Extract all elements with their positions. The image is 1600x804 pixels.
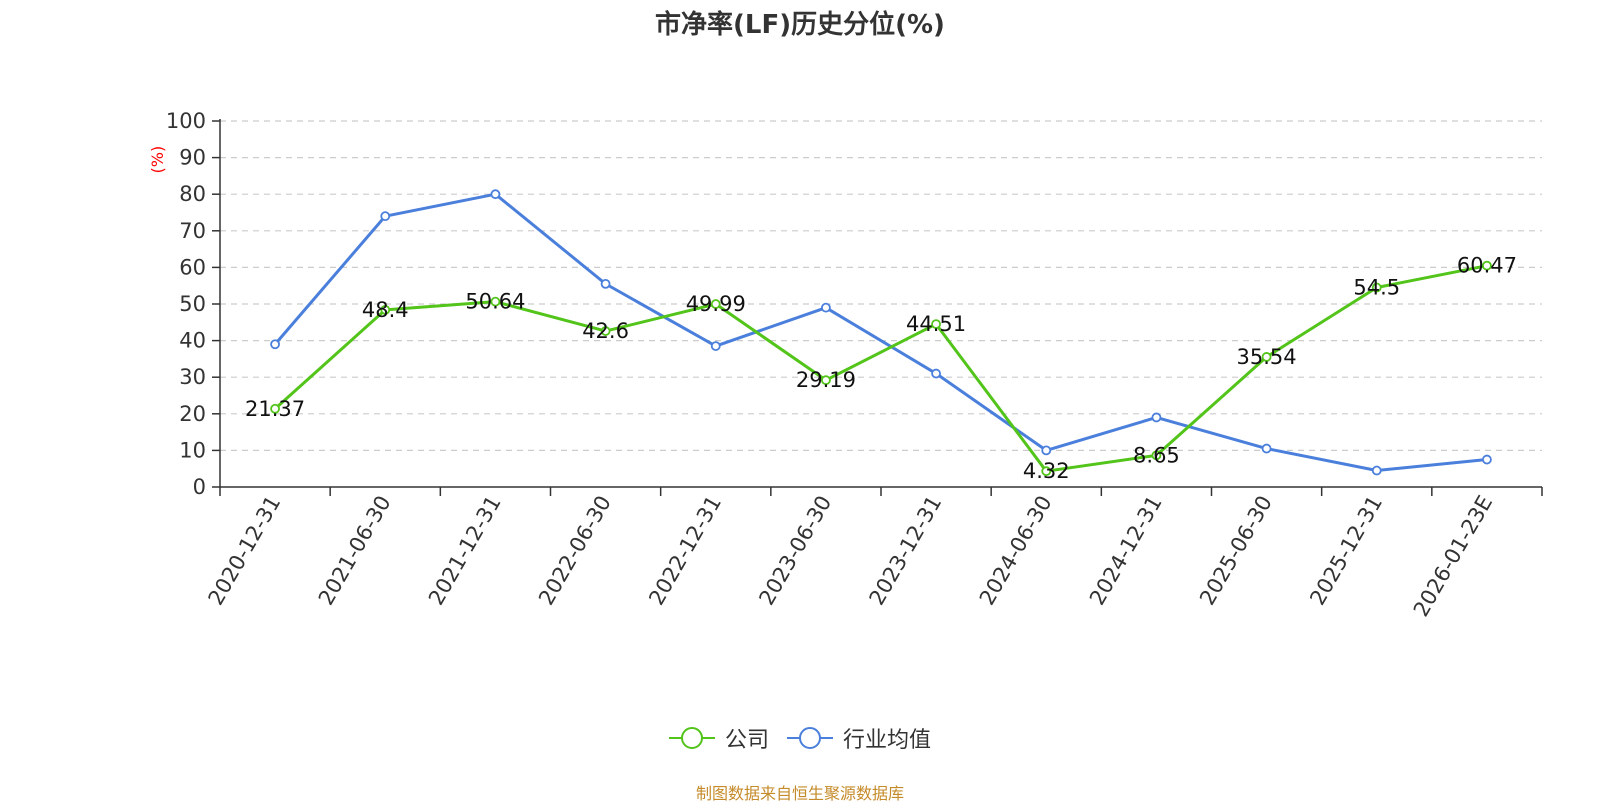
data-label: 50.64 (465, 290, 525, 314)
series-company-point (600, 326, 611, 336)
legend-company-label: 公司 (724, 728, 769, 753)
x-tick-label: 2021-12-31 (424, 491, 506, 609)
y-tick-label: 90 (179, 146, 206, 170)
data-label: 8.65 (1133, 443, 1180, 467)
data-label: 44.51 (906, 312, 966, 336)
series-industry-point (1482, 454, 1492, 465)
x-tick-label: 2026-01-23E (1409, 492, 1497, 621)
x-tick-label: 2025-06-30 (1195, 492, 1277, 610)
x-tick-label: 2023-12-31 (865, 491, 947, 609)
series-company-point (1261, 352, 1272, 362)
y-tick-label: 50 (179, 292, 206, 316)
series-industry-point (600, 278, 611, 289)
legend-company-marker-icon (668, 727, 715, 749)
y-tick-label: 20 (179, 402, 206, 426)
y-tick-label: 80 (179, 182, 206, 206)
series-industry-line (273, 192, 1488, 473)
series-industry-point (1151, 412, 1162, 423)
y-tick-label: 70 (179, 219, 206, 243)
x-tick-label: 2024-12-31 (1085, 492, 1167, 610)
x-tick-label: 2022-12-31 (644, 492, 726, 610)
x-tick-label: 2021-06-30 (314, 492, 396, 610)
x-tick-label: 2025-12-31 (1305, 492, 1387, 610)
series-company-point (1482, 260, 1492, 271)
series-industry-point (1371, 465, 1382, 476)
legend: 公司 行业均值 (0, 722, 1600, 754)
series-company-line (274, 264, 1488, 473)
data-source-note: 制图数据来自恒生聚源数据库 (695, 784, 904, 803)
data-label: 49.99 (686, 292, 746, 316)
series-company-point (490, 296, 501, 307)
series-company-point (710, 299, 721, 309)
series-company-point (380, 304, 391, 315)
series-company-point (1371, 282, 1382, 293)
y-tick-label: 0 (193, 475, 206, 499)
legend-industry-label: 行业均值 (843, 728, 932, 753)
y-tick-label: 30 (179, 365, 206, 389)
series-industry-point (270, 339, 280, 350)
legend-item-industry[interactable]: 行业均值 (787, 722, 931, 754)
x-tick-label: 2020-12-31 (204, 492, 286, 610)
series-industry-point (821, 302, 831, 313)
series-company-point (821, 375, 831, 386)
series-industry-point (931, 368, 941, 379)
legend-industry-marker-icon (787, 727, 833, 749)
series-company-point (270, 403, 280, 414)
data-label: 42.6 (582, 319, 629, 343)
series-company-point (1151, 450, 1162, 461)
y-axis-label: (%) (148, 146, 167, 174)
data-label: 48.4 (362, 298, 409, 322)
data-label: 60.47 (1457, 254, 1517, 278)
series-company-point (931, 319, 941, 329)
x-tick-label: 2022-06-30 (534, 492, 616, 610)
y-tick-label: 40 (179, 329, 206, 353)
y-tick-label: 60 (179, 255, 206, 279)
y-tick-label: 10 (179, 438, 206, 462)
series-industry-point (1041, 445, 1052, 456)
data-label: 21.37 (245, 397, 305, 421)
data-label: 4.32 (1023, 459, 1070, 483)
series-company-point (1041, 466, 1052, 477)
series-industry-point (1261, 443, 1272, 454)
data-label: 35.54 (1237, 345, 1297, 369)
series-industry-point (380, 211, 391, 222)
series-industry-point (710, 341, 721, 351)
chart-title: 市净率(LF)历史分位(%) (655, 10, 945, 40)
data-label: 29.19 (796, 368, 856, 392)
x-tick-label: 2023-06-30 (754, 492, 836, 610)
data-label: 54.5 (1353, 276, 1400, 300)
series-industry-point (490, 189, 501, 200)
legend-item-company[interactable]: 公司 (668, 722, 769, 754)
y-tick-label: 100 (166, 109, 206, 133)
x-tick-label: 2024-06-30 (975, 492, 1057, 610)
